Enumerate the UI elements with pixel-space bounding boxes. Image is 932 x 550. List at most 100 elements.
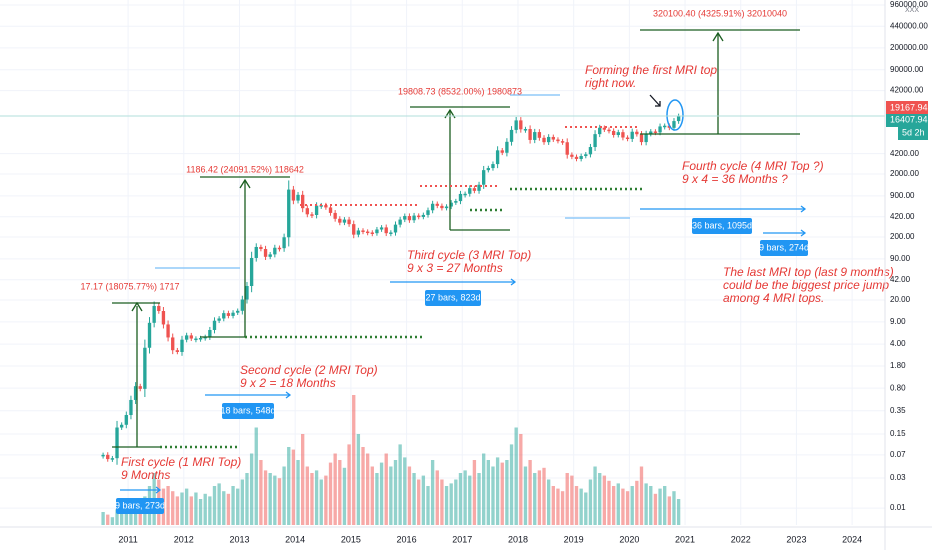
volume-bar (175, 496, 180, 525)
candle (338, 218, 342, 223)
price-label: 19167.94 (890, 102, 928, 112)
candle (472, 188, 477, 191)
candle (291, 189, 296, 201)
candle (222, 313, 226, 319)
note: could be the biggest price jump (723, 278, 889, 292)
y-tick-label: 1.80 (890, 361, 906, 370)
candle-layer (101, 113, 681, 465)
candle (403, 216, 407, 220)
note: Forming the first MRI top (585, 63, 717, 77)
volume-bar (361, 447, 365, 525)
y-tick-label: 0.15 (890, 429, 906, 438)
volume-bar (491, 466, 495, 525)
volume-bar (231, 486, 235, 525)
volume-bar (509, 444, 514, 525)
y-tick-label: 90.00 (890, 254, 911, 263)
volume-bar (328, 462, 333, 525)
candle (314, 205, 319, 215)
y-tick-label: 0.01 (890, 503, 906, 512)
volume-bar (537, 470, 542, 525)
candle (171, 337, 175, 351)
volume-bar (588, 479, 593, 525)
candle (546, 136, 551, 143)
candle (379, 227, 384, 230)
x-tick-label: 2021 (675, 534, 695, 544)
note: Fourth cycle (4 MRI Top ?) (682, 159, 824, 173)
candle (106, 454, 110, 460)
candle (259, 246, 263, 250)
volume-bar (338, 460, 342, 525)
y-tick-label: 0.03 (890, 473, 906, 482)
x-tick-label: 2018 (508, 534, 528, 544)
volume-bar (194, 492, 198, 525)
candle (598, 127, 602, 135)
y-tick-label: 42.00 (890, 275, 911, 284)
volume-bar (184, 488, 189, 525)
candle (528, 129, 532, 140)
volume-bar (658, 488, 662, 525)
candle (370, 232, 374, 234)
volume-bar (472, 460, 477, 525)
measure-label: 19808.73 (8532.00%) 1980873 (398, 86, 522, 96)
candle (602, 127, 607, 130)
range-label: 27 bars, 823d (425, 292, 480, 302)
note: 9 Months (121, 468, 170, 482)
candle (119, 424, 124, 428)
note: among 4 MRI tops. (723, 291, 824, 305)
volume-bar (593, 466, 597, 525)
range-boxes: 9 bars, 273d 18 bars, 548d 27 bars, 823d… (115, 218, 809, 514)
note: right now. (585, 76, 636, 90)
volume-bar (602, 475, 607, 525)
volume-bar (119, 506, 124, 525)
candle (175, 350, 180, 352)
candle (166, 324, 170, 338)
volume-bar (314, 470, 319, 525)
candle (212, 320, 217, 330)
volume-bar (477, 473, 481, 525)
note: First cycle (1 MRI Top) (121, 455, 241, 469)
volume-bar (514, 427, 518, 525)
volume-bar (551, 486, 555, 525)
candle (579, 156, 583, 159)
volume-bar (208, 496, 212, 525)
volume-bar (598, 473, 602, 525)
candle (194, 338, 198, 341)
volume-bar (342, 467, 347, 525)
volume-bar (644, 483, 648, 525)
volume-bar (663, 486, 667, 525)
volume-bar (495, 457, 500, 525)
volume-bar (440, 479, 444, 525)
candle (644, 133, 648, 143)
candle (625, 137, 630, 140)
candle (407, 216, 412, 221)
volume-bar (324, 475, 328, 525)
candle (356, 230, 361, 235)
candle (203, 336, 207, 339)
candle (384, 227, 388, 234)
volume-bar (611, 486, 616, 525)
candle (440, 205, 444, 209)
candle (263, 249, 268, 257)
volume-bar (621, 488, 625, 525)
volume-bar (212, 486, 217, 525)
volume-bar (110, 517, 115, 525)
candle (417, 215, 421, 218)
volume-bar (676, 499, 681, 525)
volume-bar (365, 453, 370, 525)
candle (491, 164, 495, 169)
volume-bar (166, 486, 170, 525)
candle (463, 193, 467, 196)
volume-bar (356, 434, 361, 525)
note: Third cycle (3 MRI Top) (407, 248, 531, 262)
volume-bar (217, 483, 221, 525)
volume-bar (124, 512, 128, 525)
candle (621, 132, 625, 138)
candle (277, 247, 282, 250)
candle (101, 454, 105, 457)
candle (282, 237, 286, 249)
x-tick-label: 2014 (285, 534, 305, 544)
volume-bar (458, 473, 463, 525)
candle (254, 246, 258, 258)
candle (421, 214, 426, 217)
